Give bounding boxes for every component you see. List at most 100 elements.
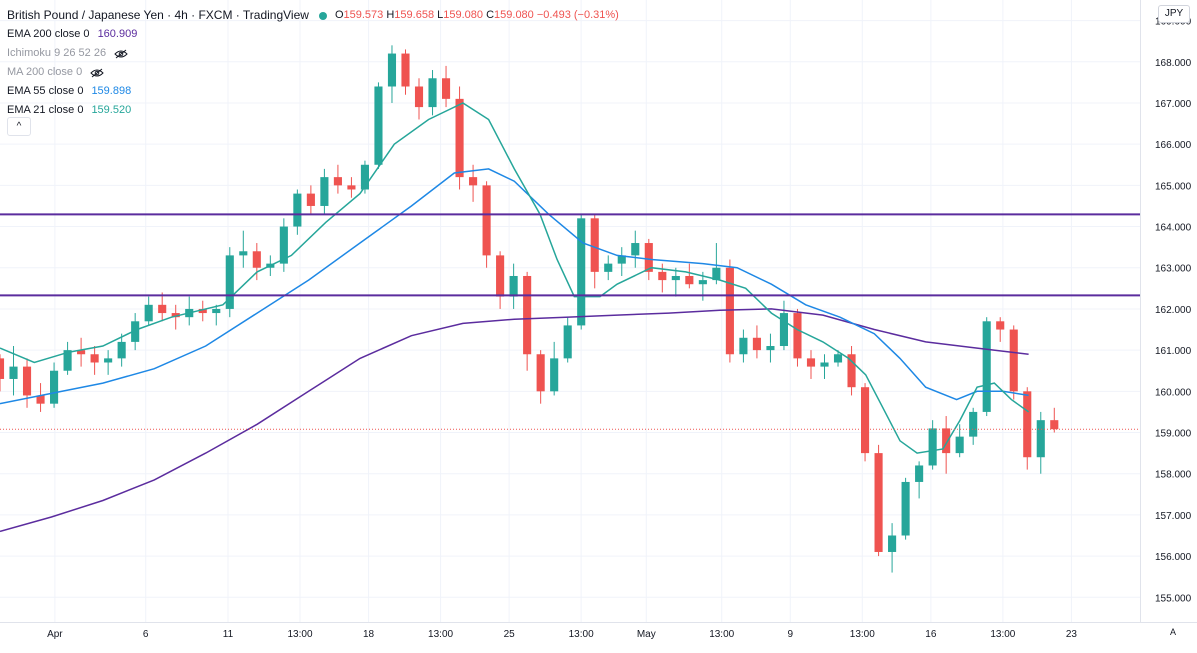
x-tick-label: 13:00 bbox=[428, 629, 453, 640]
auto-scale-button[interactable]: A bbox=[1169, 627, 1176, 637]
candle-body bbox=[644, 243, 653, 272]
y-tick-label: 162.000 bbox=[1155, 305, 1192, 316]
ema55-line bbox=[0, 168, 1029, 405]
candle-body bbox=[739, 337, 748, 355]
candle-body bbox=[631, 243, 640, 256]
candle-body bbox=[414, 86, 424, 108]
indicator-ema200[interactable]: EMA 200 close 0 160.909 bbox=[7, 28, 138, 40]
indicator-ema55[interactable]: EMA 55 close 0 159.898 bbox=[7, 85, 132, 97]
time-axis[interactable]: Apr 6 11 13:00 18 13:00 25 13:00 May 13:00 9 13:00 1… bbox=[0, 622, 1197, 641]
candle-body bbox=[752, 337, 761, 351]
candle-body bbox=[523, 275, 532, 355]
candle-body bbox=[279, 226, 288, 264]
candle-body bbox=[306, 193, 315, 206]
candle-body bbox=[104, 358, 113, 363]
candle-body bbox=[36, 395, 45, 404]
candle-body bbox=[252, 251, 261, 268]
candle-body bbox=[90, 354, 99, 363]
candle-body bbox=[658, 271, 667, 281]
y-tick-label: 157.000 bbox=[1155, 511, 1192, 522]
candle-body bbox=[847, 354, 856, 388]
x-tick-label: 25 bbox=[504, 629, 516, 640]
candle-body bbox=[1036, 420, 1045, 458]
candle-body bbox=[942, 428, 951, 454]
candle-body bbox=[928, 428, 937, 466]
ema21-line bbox=[0, 102, 1030, 454]
candle-body bbox=[469, 177, 478, 186]
candle-body bbox=[915, 465, 924, 482]
price-axis[interactable]: 155.000 156.000 157.000 158.000 159.000 160.0… bbox=[1140, 0, 1197, 653]
collapse-legend-button[interactable]: ^ bbox=[7, 117, 31, 136]
hidden-eye-icon[interactable] bbox=[114, 49, 128, 59]
hidden-eye-icon[interactable] bbox=[90, 68, 104, 78]
y-tick-label: 164.000 bbox=[1155, 223, 1192, 234]
x-tick-label: 13:00 bbox=[709, 629, 734, 640]
candle-body bbox=[577, 218, 586, 326]
y-tick-label: 156.000 bbox=[1155, 552, 1192, 563]
candle-body bbox=[63, 350, 72, 371]
x-tick-label: 6 bbox=[143, 629, 149, 640]
candle-body bbox=[158, 304, 167, 314]
candle-body bbox=[455, 98, 464, 178]
candle-body bbox=[550, 358, 559, 392]
candle-body bbox=[50, 370, 59, 404]
y-tick-label: 166.000 bbox=[1155, 140, 1192, 151]
candle-body bbox=[874, 453, 883, 552]
candle-body bbox=[320, 177, 329, 206]
candle-body bbox=[333, 177, 342, 186]
candle-body bbox=[171, 313, 180, 318]
candle-body bbox=[144, 304, 153, 322]
x-tick-label: 16 bbox=[925, 629, 937, 640]
candle-body bbox=[225, 255, 234, 309]
candle-body bbox=[1009, 329, 1018, 392]
chart-grid bbox=[0, 0, 1140, 622]
indicator-ma200[interactable]: MA 200 close 0 bbox=[7, 63, 619, 82]
candle-body bbox=[441, 78, 451, 99]
indicator-ichimoku[interactable]: Ichimoku 9 26 52 26 bbox=[7, 44, 619, 63]
x-tick-label: Apr bbox=[47, 629, 63, 640]
candle-body bbox=[387, 53, 397, 87]
candle-body bbox=[401, 53, 410, 87]
indicator-ema21[interactable]: EMA 21 close 0 159.520 bbox=[7, 104, 132, 116]
currency-selector[interactable]: JPY bbox=[1158, 5, 1190, 23]
y-tick-label: 163.000 bbox=[1155, 264, 1192, 275]
candle-body bbox=[428, 78, 437, 108]
symbol-title[interactable]: British Pound / Japanese Yen · 4h · FXCM… bbox=[7, 8, 309, 22]
y-tick-label: 168.000 bbox=[1155, 58, 1192, 69]
candle-body bbox=[198, 308, 207, 314]
y-tick-label: 159.000 bbox=[1155, 429, 1192, 440]
candle-body bbox=[996, 321, 1005, 330]
candle-body bbox=[22, 366, 32, 396]
candle-body bbox=[590, 218, 599, 272]
candle-body bbox=[861, 387, 870, 454]
candle-body bbox=[712, 267, 721, 281]
market-status-icon bbox=[318, 11, 327, 20]
chart-legend: British Pound / Japanese Yen · 4h · FXCM… bbox=[7, 6, 619, 120]
candle-body bbox=[293, 193, 302, 227]
candle-body bbox=[955, 436, 964, 454]
candle-body bbox=[779, 313, 789, 347]
candle-body bbox=[536, 354, 545, 392]
indicator-lines bbox=[0, 102, 1030, 533]
candle-body bbox=[698, 280, 707, 285]
candle-body bbox=[212, 308, 221, 314]
legend-title-row: British Pound / Japanese Yen · 4h · FXCM… bbox=[7, 6, 619, 25]
x-tick-label: 18 bbox=[363, 629, 375, 640]
x-tick-label: 23 bbox=[1066, 629, 1078, 640]
candle-body bbox=[117, 341, 126, 359]
x-tick-label: May bbox=[637, 629, 656, 640]
candle-body bbox=[509, 275, 518, 297]
ema200-line bbox=[0, 308, 1029, 533]
candle-body bbox=[901, 481, 910, 536]
x-tick-label: 13:00 bbox=[850, 629, 875, 640]
candle-body bbox=[820, 362, 829, 367]
candle-body bbox=[806, 358, 816, 367]
candle-body bbox=[1050, 420, 1059, 430]
y-tick-label: 160.000 bbox=[1155, 387, 1192, 398]
candle-body bbox=[77, 350, 86, 355]
x-tick-label: 13:00 bbox=[287, 629, 312, 640]
candle-body bbox=[969, 411, 978, 437]
candle-body bbox=[239, 251, 248, 256]
candle-body bbox=[833, 354, 843, 363]
